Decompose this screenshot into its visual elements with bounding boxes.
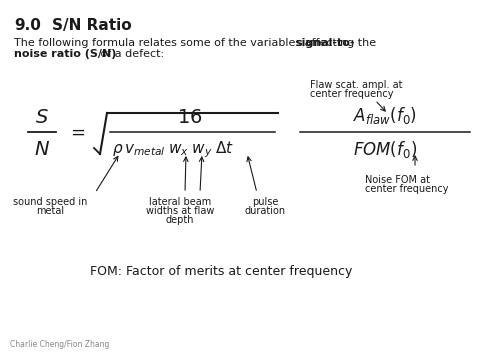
Text: FOM: Factor of merits at center frequency: FOM: Factor of merits at center frequenc… [90, 265, 352, 278]
Text: $FOM(f_0)$: $FOM(f_0)$ [353, 139, 417, 161]
Text: of a defect:: of a defect: [97, 49, 164, 59]
Text: lateral beam: lateral beam [149, 197, 211, 207]
Text: $\rho\,v_{metal}\;w_x\;w_y\;\Delta t$: $\rho\,v_{metal}\;w_x\;w_y\;\Delta t$ [112, 140, 234, 160]
Text: pulse: pulse [252, 197, 278, 207]
Text: S/N Ratio: S/N Ratio [52, 18, 132, 33]
Text: duration: duration [244, 206, 286, 216]
Text: 9.0: 9.0 [14, 18, 41, 33]
Text: $=$: $=$ [66, 123, 86, 141]
Text: $16$: $16$ [177, 109, 203, 127]
Text: widths at flaw: widths at flaw [146, 206, 214, 216]
Text: depth: depth [166, 215, 194, 225]
Text: $S$: $S$ [35, 109, 49, 127]
Text: signal-to-: signal-to- [295, 38, 354, 48]
Text: sound speed in: sound speed in [13, 197, 87, 207]
Text: noise ratio (S/N): noise ratio (S/N) [14, 49, 117, 59]
Text: metal: metal [36, 206, 64, 216]
Text: Noise FOM at: Noise FOM at [365, 175, 430, 185]
Text: center frequency: center frequency [365, 184, 448, 194]
Text: Flaw scat. ampl. at: Flaw scat. ampl. at [310, 80, 402, 90]
Text: The following formula relates some of the variables affecting the: The following formula relates some of th… [14, 38, 380, 48]
Text: Charlie Cheng/Fion Zhang: Charlie Cheng/Fion Zhang [10, 340, 110, 349]
Text: $N$: $N$ [34, 141, 50, 159]
Text: $A_{flaw}(f_0)$: $A_{flaw}(f_0)$ [353, 106, 417, 126]
Text: center frequency: center frequency [310, 89, 394, 99]
